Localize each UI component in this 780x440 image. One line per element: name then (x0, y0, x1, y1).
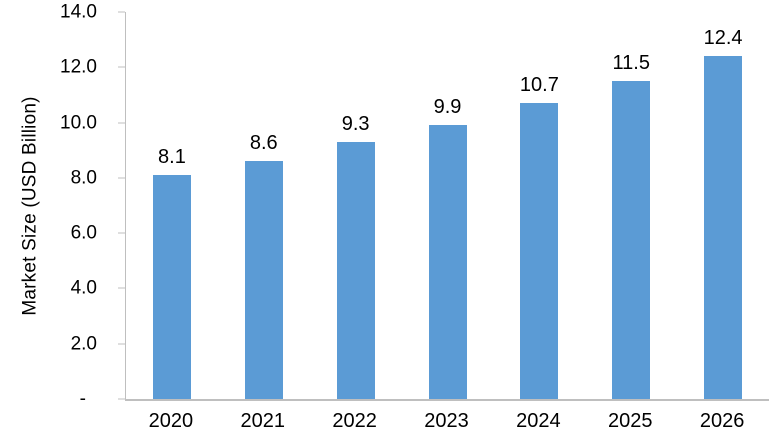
x-axis-label-2021: 2021 (240, 410, 286, 432)
x-axis-label-2020: 2020 (148, 410, 194, 432)
bar-slot-2026: 12.4 (677, 12, 769, 399)
bar-slot-2020: 8.1 (126, 12, 218, 399)
y-tick-mark (118, 287, 125, 289)
x-axis-label-2023: 2023 (424, 410, 469, 432)
bar-2024 (520, 103, 559, 399)
bar-2020 (152, 175, 191, 399)
bar-value-label: 8.1 (158, 146, 186, 169)
y-tick-label: 6.0 (70, 222, 97, 244)
bar-2023 (428, 125, 467, 399)
x-axis-label-2024: 2024 (516, 410, 561, 432)
bar-slot-2025: 11.5 (585, 12, 677, 399)
bar-slot-2022: 9.3 (310, 12, 402, 399)
y-tick-mark (118, 11, 125, 13)
bar-value-label: 10.7 (519, 74, 559, 97)
bars-row: 8.1 8.6 9.3 9.9 10.7 11.5 12.4 (126, 12, 769, 399)
x-axis-label-2025: 2025 (607, 410, 653, 432)
y-tick-mark (118, 66, 125, 68)
y-tick-label: 8.0 (70, 167, 97, 189)
y-tick-mark (118, 122, 125, 124)
y-tick-label: - (79, 388, 86, 410)
y-tick-label: 12.0 (60, 56, 97, 78)
y-tick-label: 4.0 (70, 277, 97, 299)
bar-slot-2024: 10.7 (493, 12, 585, 399)
y-tick-label: 14.0 (60, 1, 97, 23)
bar-value-label: 8.6 (249, 132, 278, 155)
bar-2021 (244, 161, 283, 399)
y-tick-label: 10.0 (60, 112, 97, 134)
y-tick-mark (118, 177, 125, 179)
bar-value-label: 9.9 (433, 96, 462, 119)
bar-2025 (612, 81, 651, 399)
bar-slot-2023: 9.9 (402, 12, 494, 399)
y-tick-mark (118, 343, 125, 345)
y-axis-ticks: 14.0 12.0 10.0 8.0 6.0 4.0 2.0 - (0, 3, 125, 409)
x-axis-label-2026: 2026 (699, 410, 745, 432)
bar-2022 (336, 141, 375, 399)
y-tick-mark (118, 398, 125, 400)
bar-value-label: 11.5 (612, 52, 650, 75)
plot-area: 8.1 8.6 9.3 9.9 10.7 11.5 12.4 (125, 12, 769, 401)
bar-value-label: 12.4 (703, 27, 743, 50)
x-axis-label-2022: 2022 (332, 410, 377, 432)
bar-slot-2021: 8.6 (218, 12, 310, 399)
y-tick-label: 2.0 (70, 333, 97, 355)
x-axis-labels: 2020 2021 2022 2023 2024 2025 2026 (125, 407, 768, 435)
y-tick-mark (118, 232, 125, 234)
bar-value-label: 9.3 (341, 112, 370, 135)
bar-2026 (704, 56, 743, 399)
